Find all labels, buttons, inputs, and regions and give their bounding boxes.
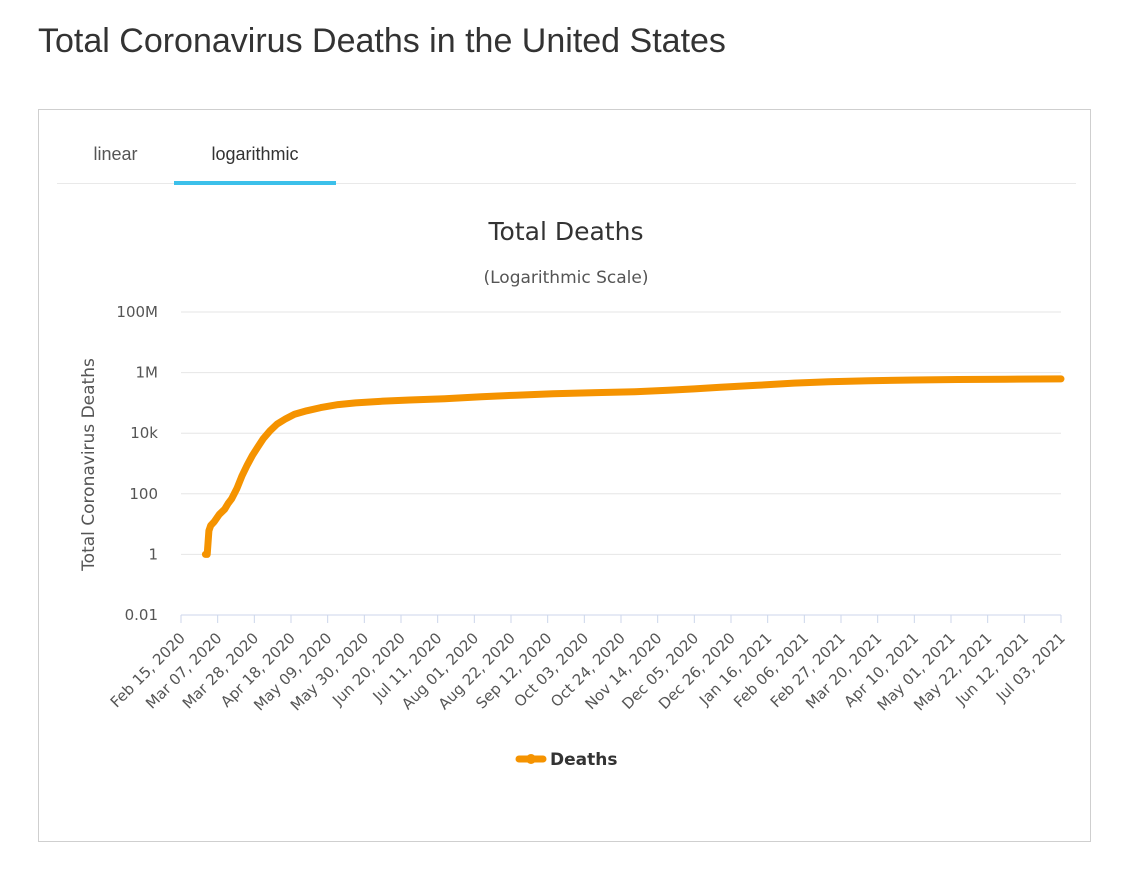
chart-subtitle: (Logarithmic Scale) [484,268,649,288]
y-axis-label: Total Coronavirus Deaths [79,358,99,572]
series-line-deaths [201,375,1065,558]
legend-label-deaths: Deaths [550,750,617,770]
tab-linear[interactable]: linear [93,144,138,164]
scale-tabs: linear logarithmic [57,110,1076,185]
legend-marker-deaths [526,754,536,764]
y-tick-label: 0.01 [125,606,158,624]
y-tick-label: 10k [130,424,158,442]
y-tick-label: 1 [148,545,158,563]
y-tick-label: 100 [129,485,158,503]
y-tick-label: 100M [116,303,158,321]
tab-logarithmic[interactable]: logarithmic [174,110,336,185]
page-title: Total Coronavirus Deaths in the United S… [38,22,726,60]
chart-panel: linear logarithmic [38,109,1091,842]
y-tick-label: 1M [136,364,159,382]
chart-title: Total Deaths [488,217,644,246]
